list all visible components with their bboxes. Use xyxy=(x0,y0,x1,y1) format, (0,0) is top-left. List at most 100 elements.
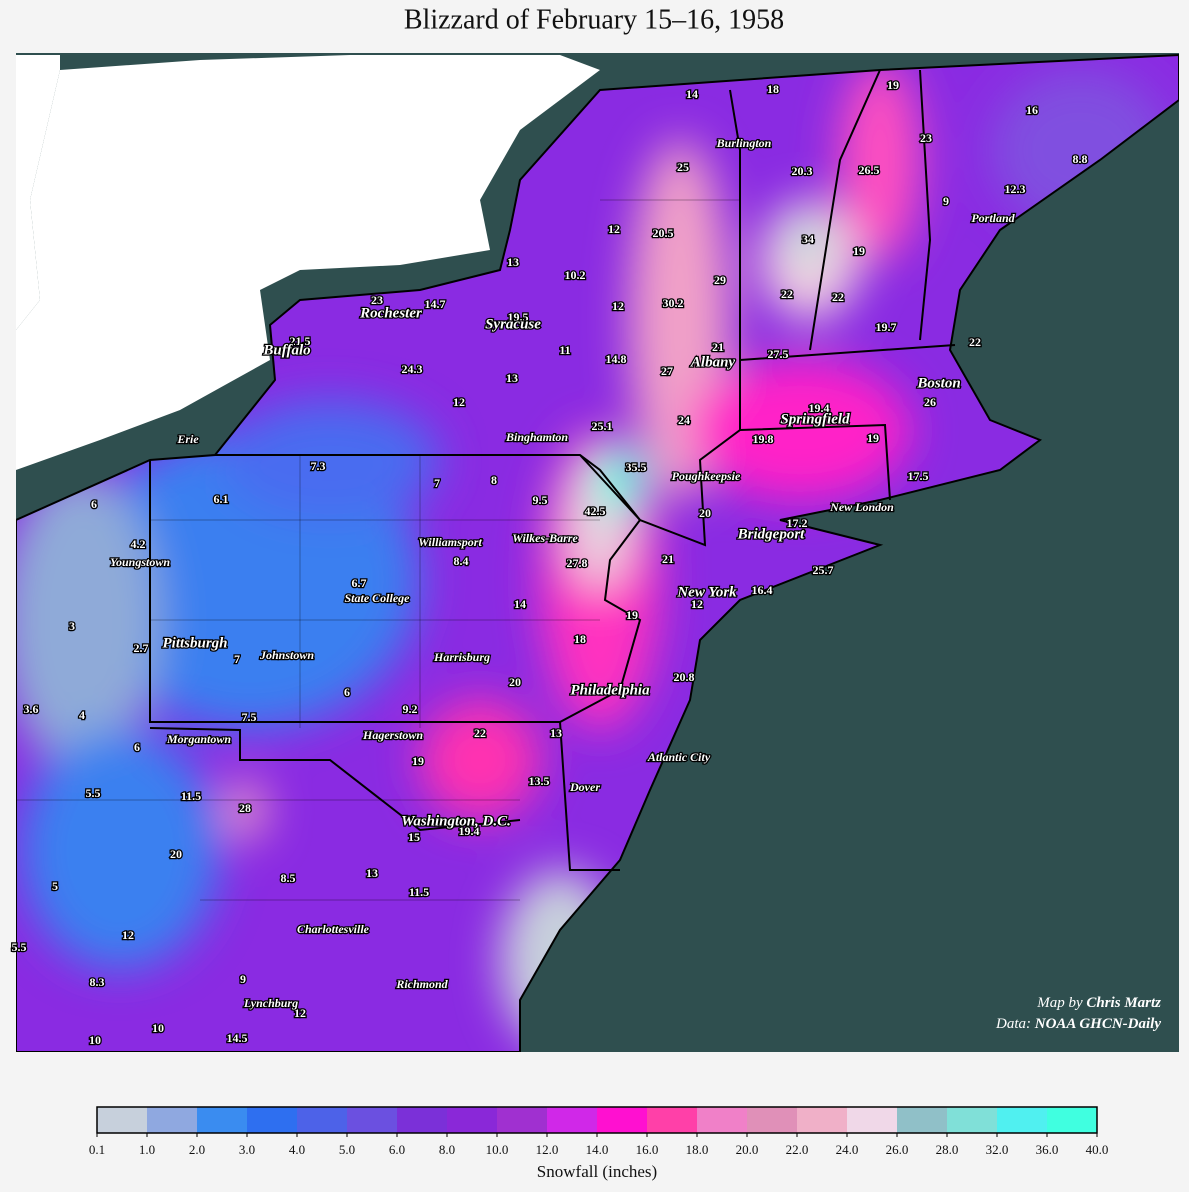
city-label: Youngstown xyxy=(110,555,170,569)
colorbar-tick-label: 12.0 xyxy=(536,1142,559,1157)
snowfall-value: 5.5 xyxy=(12,940,27,954)
snowfall-value: 14 xyxy=(514,597,526,611)
snowfall-value: 6 xyxy=(344,685,350,699)
snowfall-value: 18 xyxy=(574,632,586,646)
colorbar-bin xyxy=(697,1107,748,1133)
snowfall-value: 19 xyxy=(867,431,879,445)
colorbar-bin xyxy=(647,1107,698,1133)
snowfall-value: 10.2 xyxy=(565,268,586,282)
snowfall-value: 5 xyxy=(52,879,58,893)
city-label: Portland xyxy=(971,211,1015,225)
snowfall-value: 10 xyxy=(89,1033,101,1047)
city-label: Williamsport xyxy=(418,535,482,549)
colorbar-tick-label: 24.0 xyxy=(836,1142,859,1157)
city-label: Springfield xyxy=(780,411,850,427)
state-borders xyxy=(16,54,1179,1052)
colorbar-bin xyxy=(347,1107,398,1133)
city-label: Dover xyxy=(569,780,600,794)
snowfall-value: 30.2 xyxy=(663,296,684,310)
city-label: Harrisburg xyxy=(433,650,490,664)
snowfall-value: 5.5 xyxy=(86,786,101,800)
snowfall-value: 19 xyxy=(626,608,638,622)
snowfall-value: 12 xyxy=(691,597,703,611)
snowfall-value: 20 xyxy=(170,847,182,861)
snowfall-value: 14.8 xyxy=(606,352,627,366)
colorbar-tick-label: 14.0 xyxy=(586,1142,609,1157)
snowfall-value: 12 xyxy=(122,928,134,942)
city-label: Lynchburg xyxy=(243,996,298,1010)
colorbar-bin xyxy=(397,1107,448,1133)
snowfall-value: 20.8 xyxy=(674,670,695,684)
snowfall-value: 4.2 xyxy=(131,537,146,551)
colorbar-bin xyxy=(447,1107,498,1133)
city-label: Syracuse xyxy=(485,316,541,332)
colorbar-label: Snowfall (inches) xyxy=(537,1162,657,1181)
snowfall-value: 21 xyxy=(662,552,674,566)
colorbar-tick-label: 32.0 xyxy=(986,1142,1009,1157)
snowfall-value: 20 xyxy=(699,506,711,520)
city-label: Buffalo xyxy=(262,342,310,358)
snowfall-value: 9.5 xyxy=(533,493,548,507)
snowfall-value: 27 xyxy=(661,364,673,378)
snowfall-value: 35.5 xyxy=(626,460,647,474)
credit-data: Data: NOAA GHCN-Daily xyxy=(995,1016,1161,1032)
colorbar-tick-label: 0.1 xyxy=(89,1142,105,1157)
snowfall-value: 25.1 xyxy=(592,419,613,433)
snowfall-value: 26 xyxy=(924,395,936,409)
snowfall-value: 19.7 xyxy=(876,320,897,334)
credit-author: Map by Chris Martz xyxy=(1036,995,1161,1011)
snowfall-value: 6 xyxy=(91,497,97,511)
city-label: Philadelphia xyxy=(570,682,650,698)
colorbar-tick-label: 20.0 xyxy=(736,1142,759,1157)
colorbar-tick-label: 22.0 xyxy=(786,1142,809,1157)
snowfall-value: 13 xyxy=(366,866,378,880)
city-label: Binghamton xyxy=(505,430,568,444)
colorbar-bin xyxy=(847,1107,898,1133)
colorbar-bin xyxy=(247,1107,298,1133)
snowfall-value: 19 xyxy=(412,754,424,768)
snowfall-value: 8.3 xyxy=(90,975,105,989)
snowfall-value: 42.5 xyxy=(585,504,606,518)
snowfall-value: 11 xyxy=(559,343,570,357)
colorbar-bin xyxy=(597,1107,648,1133)
snowfall-value: 20 xyxy=(509,675,521,689)
snowfall-value: 34 xyxy=(802,232,814,246)
snowfall-value: 23 xyxy=(920,131,932,145)
snowfall-value: 21 xyxy=(712,340,724,354)
map xyxy=(16,53,1179,1052)
colorbar-bin xyxy=(897,1107,948,1133)
colorbar-bin xyxy=(947,1107,998,1133)
snowfall-value: 3 xyxy=(69,619,75,633)
snowfall-value: 24.3 xyxy=(402,362,423,376)
snowfall-value: 26.5 xyxy=(859,163,880,177)
city-label: State College xyxy=(345,591,411,605)
snowfall-value: 23 xyxy=(371,293,383,307)
snowfall-value: 22 xyxy=(781,287,793,301)
snowfall-value: 15 xyxy=(408,830,420,844)
snowfall-value: 9 xyxy=(240,972,246,986)
snowfall-value: 28 xyxy=(239,801,251,815)
snowfall-value: 10 xyxy=(152,1021,164,1035)
snowfall-value: 6 xyxy=(134,740,140,754)
snowfall-value: 11.5 xyxy=(409,885,429,899)
city-label: Erie xyxy=(176,432,199,446)
snowfall-value: 3.6 xyxy=(24,702,39,716)
colorbar-bin xyxy=(147,1107,198,1133)
snowfall-value: 16.4 xyxy=(752,583,773,597)
credit-name: Chris Martz xyxy=(1086,995,1161,1011)
city-label: Johnstown xyxy=(259,648,314,662)
colorbar-tick-label: 36.0 xyxy=(1036,1142,1059,1157)
snowfall-value: 14 xyxy=(686,87,698,101)
snowfall-value: 12 xyxy=(612,299,624,313)
city-label: Hagerstown xyxy=(362,728,423,742)
colorbar-tick-label: 28.0 xyxy=(936,1142,959,1157)
city-label: Charlottesville xyxy=(297,922,370,936)
snowfall-value: 22 xyxy=(969,335,981,349)
city-label: Washington, D.C. xyxy=(401,813,511,829)
snowfall-value: 20.5 xyxy=(653,226,674,240)
colorbar-bin xyxy=(797,1107,848,1133)
snowfall-value: 24 xyxy=(678,413,690,427)
snowfall-value: 11.5 xyxy=(181,789,201,803)
colorbar-tick-label: 4.0 xyxy=(289,1142,305,1157)
